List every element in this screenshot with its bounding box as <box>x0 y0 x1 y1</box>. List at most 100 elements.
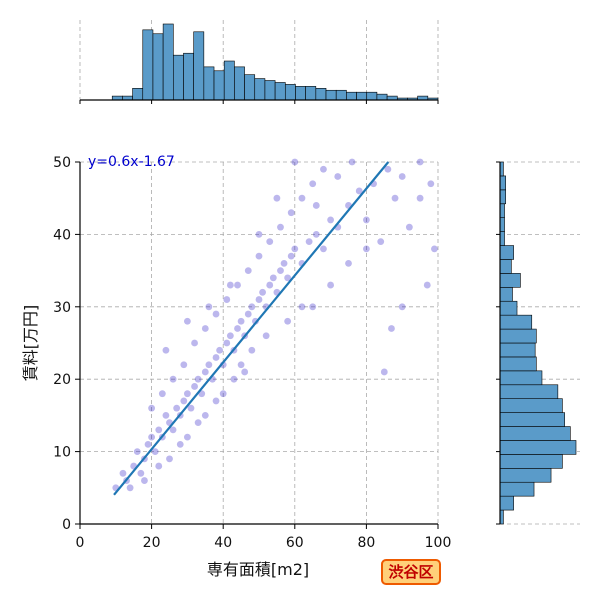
scatter-point <box>241 368 249 376</box>
y-axis-label: 賃料[万円] <box>21 305 40 382</box>
scatter-point <box>327 216 334 224</box>
scatter-point <box>201 368 209 376</box>
top-hist-bar <box>193 31 205 101</box>
x-tick-label: 0 <box>76 535 85 551</box>
x-tick-label: 100 <box>425 535 452 551</box>
scatter-point <box>205 303 213 311</box>
scatter-point <box>148 404 156 412</box>
scatter-point <box>312 202 320 209</box>
scatter-point <box>384 165 392 173</box>
scatter-point <box>166 455 173 463</box>
scatter-point <box>144 440 152 448</box>
scatter-point <box>226 281 234 289</box>
scatter-point <box>223 296 231 303</box>
scatter-point <box>269 274 277 282</box>
top-hist-bar <box>234 66 245 101</box>
scatter-point <box>277 223 284 231</box>
scatter-point <box>427 180 435 188</box>
scatter-point <box>262 332 270 340</box>
scatter-point <box>363 245 370 253</box>
right-hist-bar <box>499 314 533 330</box>
y-tick-label: 10 <box>53 445 71 461</box>
top-hist-bar <box>264 80 276 101</box>
scatter-point <box>398 303 406 311</box>
top-hist-bar <box>376 93 388 101</box>
scatter-point <box>416 194 424 202</box>
scatter-point <box>255 231 263 238</box>
right-hist-bar <box>499 203 505 218</box>
right-hist-bar <box>499 217 505 232</box>
scatter-point <box>151 448 159 455</box>
x-tick-label: 40 <box>214 535 232 551</box>
y-tick-label: 50 <box>53 155 71 171</box>
right-hist-bar <box>499 175 506 191</box>
scatter-point <box>320 245 327 253</box>
scatter-points <box>112 158 438 492</box>
scatter-point <box>169 426 177 434</box>
scatter-point <box>405 223 413 231</box>
top-hist-bar <box>284 84 296 101</box>
top-histogram <box>80 23 439 101</box>
scatter-point <box>284 317 292 325</box>
scatter-point <box>280 259 288 267</box>
scatter-point <box>305 238 313 246</box>
scatter-point <box>320 165 327 173</box>
right-hist-bar <box>499 231 505 246</box>
scatter-point <box>216 346 224 354</box>
scatter-point <box>298 194 306 202</box>
right-hist-bar <box>499 440 577 455</box>
scatter-point <box>155 462 163 470</box>
scatter-point <box>237 361 245 369</box>
y-tick-label: 0 <box>62 517 71 533</box>
scatter-point <box>355 187 363 195</box>
scatter-point <box>234 325 241 332</box>
scatter-point <box>194 419 202 427</box>
top-hist-bar <box>346 91 357 101</box>
top-hist-bar <box>274 82 286 101</box>
scatter-point <box>255 252 263 260</box>
scatter-point <box>126 484 134 492</box>
y-tick-label: 30 <box>53 300 71 316</box>
right-hist-bar <box>499 328 537 344</box>
right-hist-bar <box>499 342 536 358</box>
scatter-point <box>205 361 213 369</box>
scatter-point <box>223 339 231 347</box>
scatter-point <box>423 281 431 289</box>
x-tick-label: 20 <box>143 535 161 551</box>
scatter-point <box>230 375 238 383</box>
scatter-point <box>169 375 177 383</box>
scatter-point <box>287 252 295 260</box>
top-hist-bar <box>305 86 317 101</box>
scatter-point <box>416 158 424 166</box>
scatter-point <box>345 259 352 267</box>
scatter-point <box>191 339 198 347</box>
top-hist-bar <box>254 78 266 101</box>
scatter-point <box>180 361 188 369</box>
top-hist-bar <box>244 74 256 101</box>
x-tick-label: 80 <box>357 535 375 551</box>
x-tick-label: 60 <box>286 535 304 551</box>
top-hist-bar <box>223 60 235 101</box>
top-hist-bar <box>335 89 347 101</box>
scatter-point <box>284 274 292 282</box>
scatter-point <box>137 469 145 477</box>
scatter-point <box>176 440 184 448</box>
top-hist-bar <box>152 33 164 101</box>
scatter-point <box>327 281 334 289</box>
scatter-point <box>237 317 245 325</box>
scatter-point <box>148 433 156 441</box>
scatter-point <box>391 194 399 202</box>
right-hist-bar <box>499 273 521 288</box>
scatter-point <box>226 332 234 340</box>
top-hist-bar <box>173 54 184 101</box>
scatter-point <box>388 325 395 332</box>
right-hist-bar <box>499 454 563 469</box>
right-hist-bar <box>499 398 563 413</box>
scatter-point <box>201 325 209 332</box>
scatter-point <box>180 397 188 405</box>
main-axes <box>75 100 500 529</box>
right-hist-bar <box>499 481 535 497</box>
scatter-point <box>248 346 256 354</box>
scatter-point <box>184 317 191 325</box>
